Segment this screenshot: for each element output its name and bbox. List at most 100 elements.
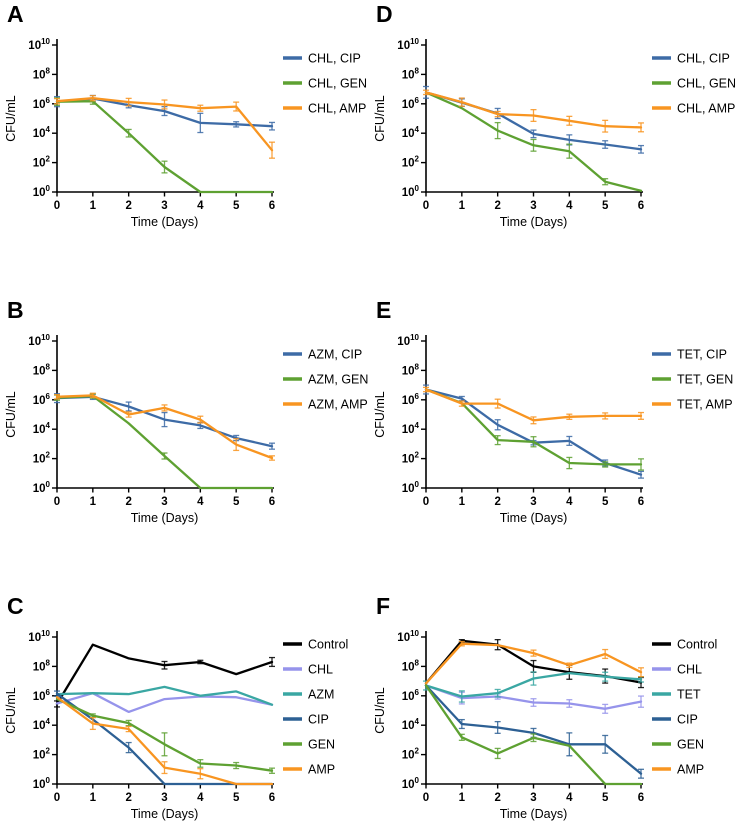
- panel-d-label: D: [376, 1, 393, 27]
- series-line-control: [55, 643, 274, 706]
- x-tick-label: 1: [90, 792, 97, 804]
- series-line-amp: [424, 642, 643, 685]
- x-tick-label: 0: [423, 792, 429, 804]
- x-tick-label: 2: [494, 792, 500, 804]
- y-tick-label: 104: [402, 421, 420, 436]
- panel-c: C 100 102 104 106 108 1010 0 1 2 3 4 5 6 Time (Days) C…: [0, 592, 368, 839]
- panel-c-chart: 100 102 104 106 108 1010 0 1 2 3 4 5 6 Time (Days) CFU…: [4, 629, 348, 821]
- y-tick-label: 104: [33, 125, 51, 140]
- x-tick-label: 3: [161, 792, 167, 804]
- series-line-gen: [424, 684, 643, 786]
- panel-e-label: E: [376, 297, 392, 323]
- x-axis-title: Time (Days): [500, 511, 568, 525]
- legend-label: CHL, CIP: [308, 52, 361, 66]
- y-tick-label: 102: [33, 451, 51, 466]
- legend-label: TET, GEN: [677, 373, 733, 387]
- y-tick-label: 102: [33, 747, 51, 762]
- y-tick-label: 1010: [28, 333, 50, 348]
- y-axis-title: CFU/mL: [4, 687, 18, 734]
- y-tick-label: 108: [402, 362, 420, 377]
- y-tick-label: 102: [402, 747, 420, 762]
- x-tick-label: 5: [602, 792, 609, 804]
- x-tick-label: 4: [197, 792, 204, 804]
- x-tick-label: 5: [602, 496, 609, 508]
- y-tick-label: 100: [402, 184, 420, 199]
- y-tick-label: 106: [33, 96, 51, 111]
- legend-label: AZM, CIP: [308, 348, 362, 362]
- y-tick-label: 1010: [397, 629, 419, 644]
- x-tick-label: 4: [566, 496, 573, 508]
- y-axis-title: CFU/mL: [373, 95, 387, 142]
- x-axis-title: Time (Days): [500, 807, 568, 821]
- y-tick-label: 100: [33, 184, 51, 199]
- x-tick-label: 5: [233, 496, 240, 508]
- panel-f: F 100 102 104 106 108 1010 0 1 2 3 4 5 6 Time (Days) C…: [369, 592, 737, 839]
- x-tick-label: 4: [566, 792, 573, 804]
- y-tick-label: 108: [33, 362, 51, 377]
- y-tick-label: 108: [402, 66, 420, 81]
- x-tick-label: 0: [54, 792, 60, 804]
- y-tick-label: 102: [33, 155, 51, 170]
- series-line-amp: [55, 696, 274, 786]
- x-tick-label: 6: [638, 496, 644, 508]
- series-line-gen: [55, 697, 274, 772]
- panel-f-label: F: [376, 593, 391, 619]
- x-tick-label: 0: [423, 200, 429, 212]
- x-tick-label: 3: [161, 200, 167, 212]
- series-line-tet-amp: [424, 388, 643, 422]
- series-line-azm-amp: [55, 394, 274, 460]
- legend-label: Control: [677, 638, 717, 652]
- y-tick-label: 1010: [28, 37, 50, 52]
- legend-label: GEN: [308, 738, 335, 752]
- x-tick-label: 6: [269, 792, 275, 804]
- panel-d: D 100 102 104 106 108 1010 0 1 2 3 4 5 6 Time (Days) C…: [369, 0, 737, 247]
- legend-label: CHL, GEN: [308, 77, 367, 91]
- y-tick-label: 106: [33, 688, 51, 703]
- x-tick-label: 2: [125, 792, 131, 804]
- y-tick-label: 106: [33, 392, 51, 407]
- y-axis-title: CFU/mL: [373, 391, 387, 438]
- legend-label: Control: [308, 638, 348, 652]
- series-line-chl: [55, 692, 274, 714]
- y-tick-label: 100: [402, 776, 420, 791]
- legend-label: CHL, AMP: [677, 102, 735, 116]
- legend-label: CHL: [677, 663, 702, 677]
- x-tick-label: 5: [233, 200, 240, 212]
- x-tick-label: 3: [530, 496, 536, 508]
- series-line-tet-gen: [424, 388, 643, 466]
- x-tick-label: 4: [197, 200, 204, 212]
- y-tick-label: 100: [33, 776, 51, 791]
- legend-label: TET, AMP: [677, 398, 733, 412]
- series-line-cip: [424, 684, 643, 775]
- panel-b-chart: 100 102 104 106 108 1010 0 1 2 3 4 5 6 Time (Days) CFU…: [4, 333, 368, 525]
- x-tick-label: 2: [125, 200, 131, 212]
- x-tick-label: 3: [161, 496, 167, 508]
- legend-label: CHL, CIP: [677, 52, 730, 66]
- panel-a-chart: 100 102 104 106 108 1010 0 1 2 3 4 5 6 Time (Days) CFU…: [4, 37, 367, 229]
- legend-label: CHL, AMP: [308, 102, 366, 116]
- x-tick-label: 6: [638, 792, 644, 804]
- series-line-chl-amp: [424, 91, 643, 129]
- x-tick-label: 1: [459, 792, 466, 804]
- panel-a: A 100 102 104 106 108 1010 0 1 2 3 4 5 6 Time (Days) C…: [0, 0, 368, 247]
- y-tick-label: 104: [402, 717, 420, 732]
- x-tick-label: 5: [233, 792, 240, 804]
- panel-b: B 100 102 104 106 108 1010 0 1 2 3 4 5 6 Time (Days) C…: [0, 296, 368, 543]
- legend-label: AZM, AMP: [308, 398, 368, 412]
- x-tick-label: 2: [125, 496, 131, 508]
- legend-label: CIP: [308, 713, 329, 727]
- x-axis-title: Time (Days): [131, 511, 199, 525]
- legend-label: TET, CIP: [677, 348, 727, 362]
- x-axis-title: Time (Days): [131, 215, 199, 229]
- y-tick-label: 1010: [397, 333, 419, 348]
- y-tick-label: 1010: [397, 37, 419, 52]
- y-tick-label: 100: [402, 480, 420, 495]
- legend-label: CHL: [308, 663, 333, 677]
- panel-e-chart: 100 102 104 106 108 1010 0 1 2 3 4 5 6 Time (Days) CFU…: [373, 333, 733, 525]
- panel-f-chart: 100 102 104 106 108 1010 0 1 2 3 4 5 6 Time (Days) CFU…: [373, 629, 717, 821]
- x-tick-label: 1: [459, 496, 466, 508]
- x-tick-label: 3: [530, 200, 536, 212]
- x-tick-label: 6: [269, 496, 275, 508]
- legend-label: CHL, GEN: [677, 77, 736, 91]
